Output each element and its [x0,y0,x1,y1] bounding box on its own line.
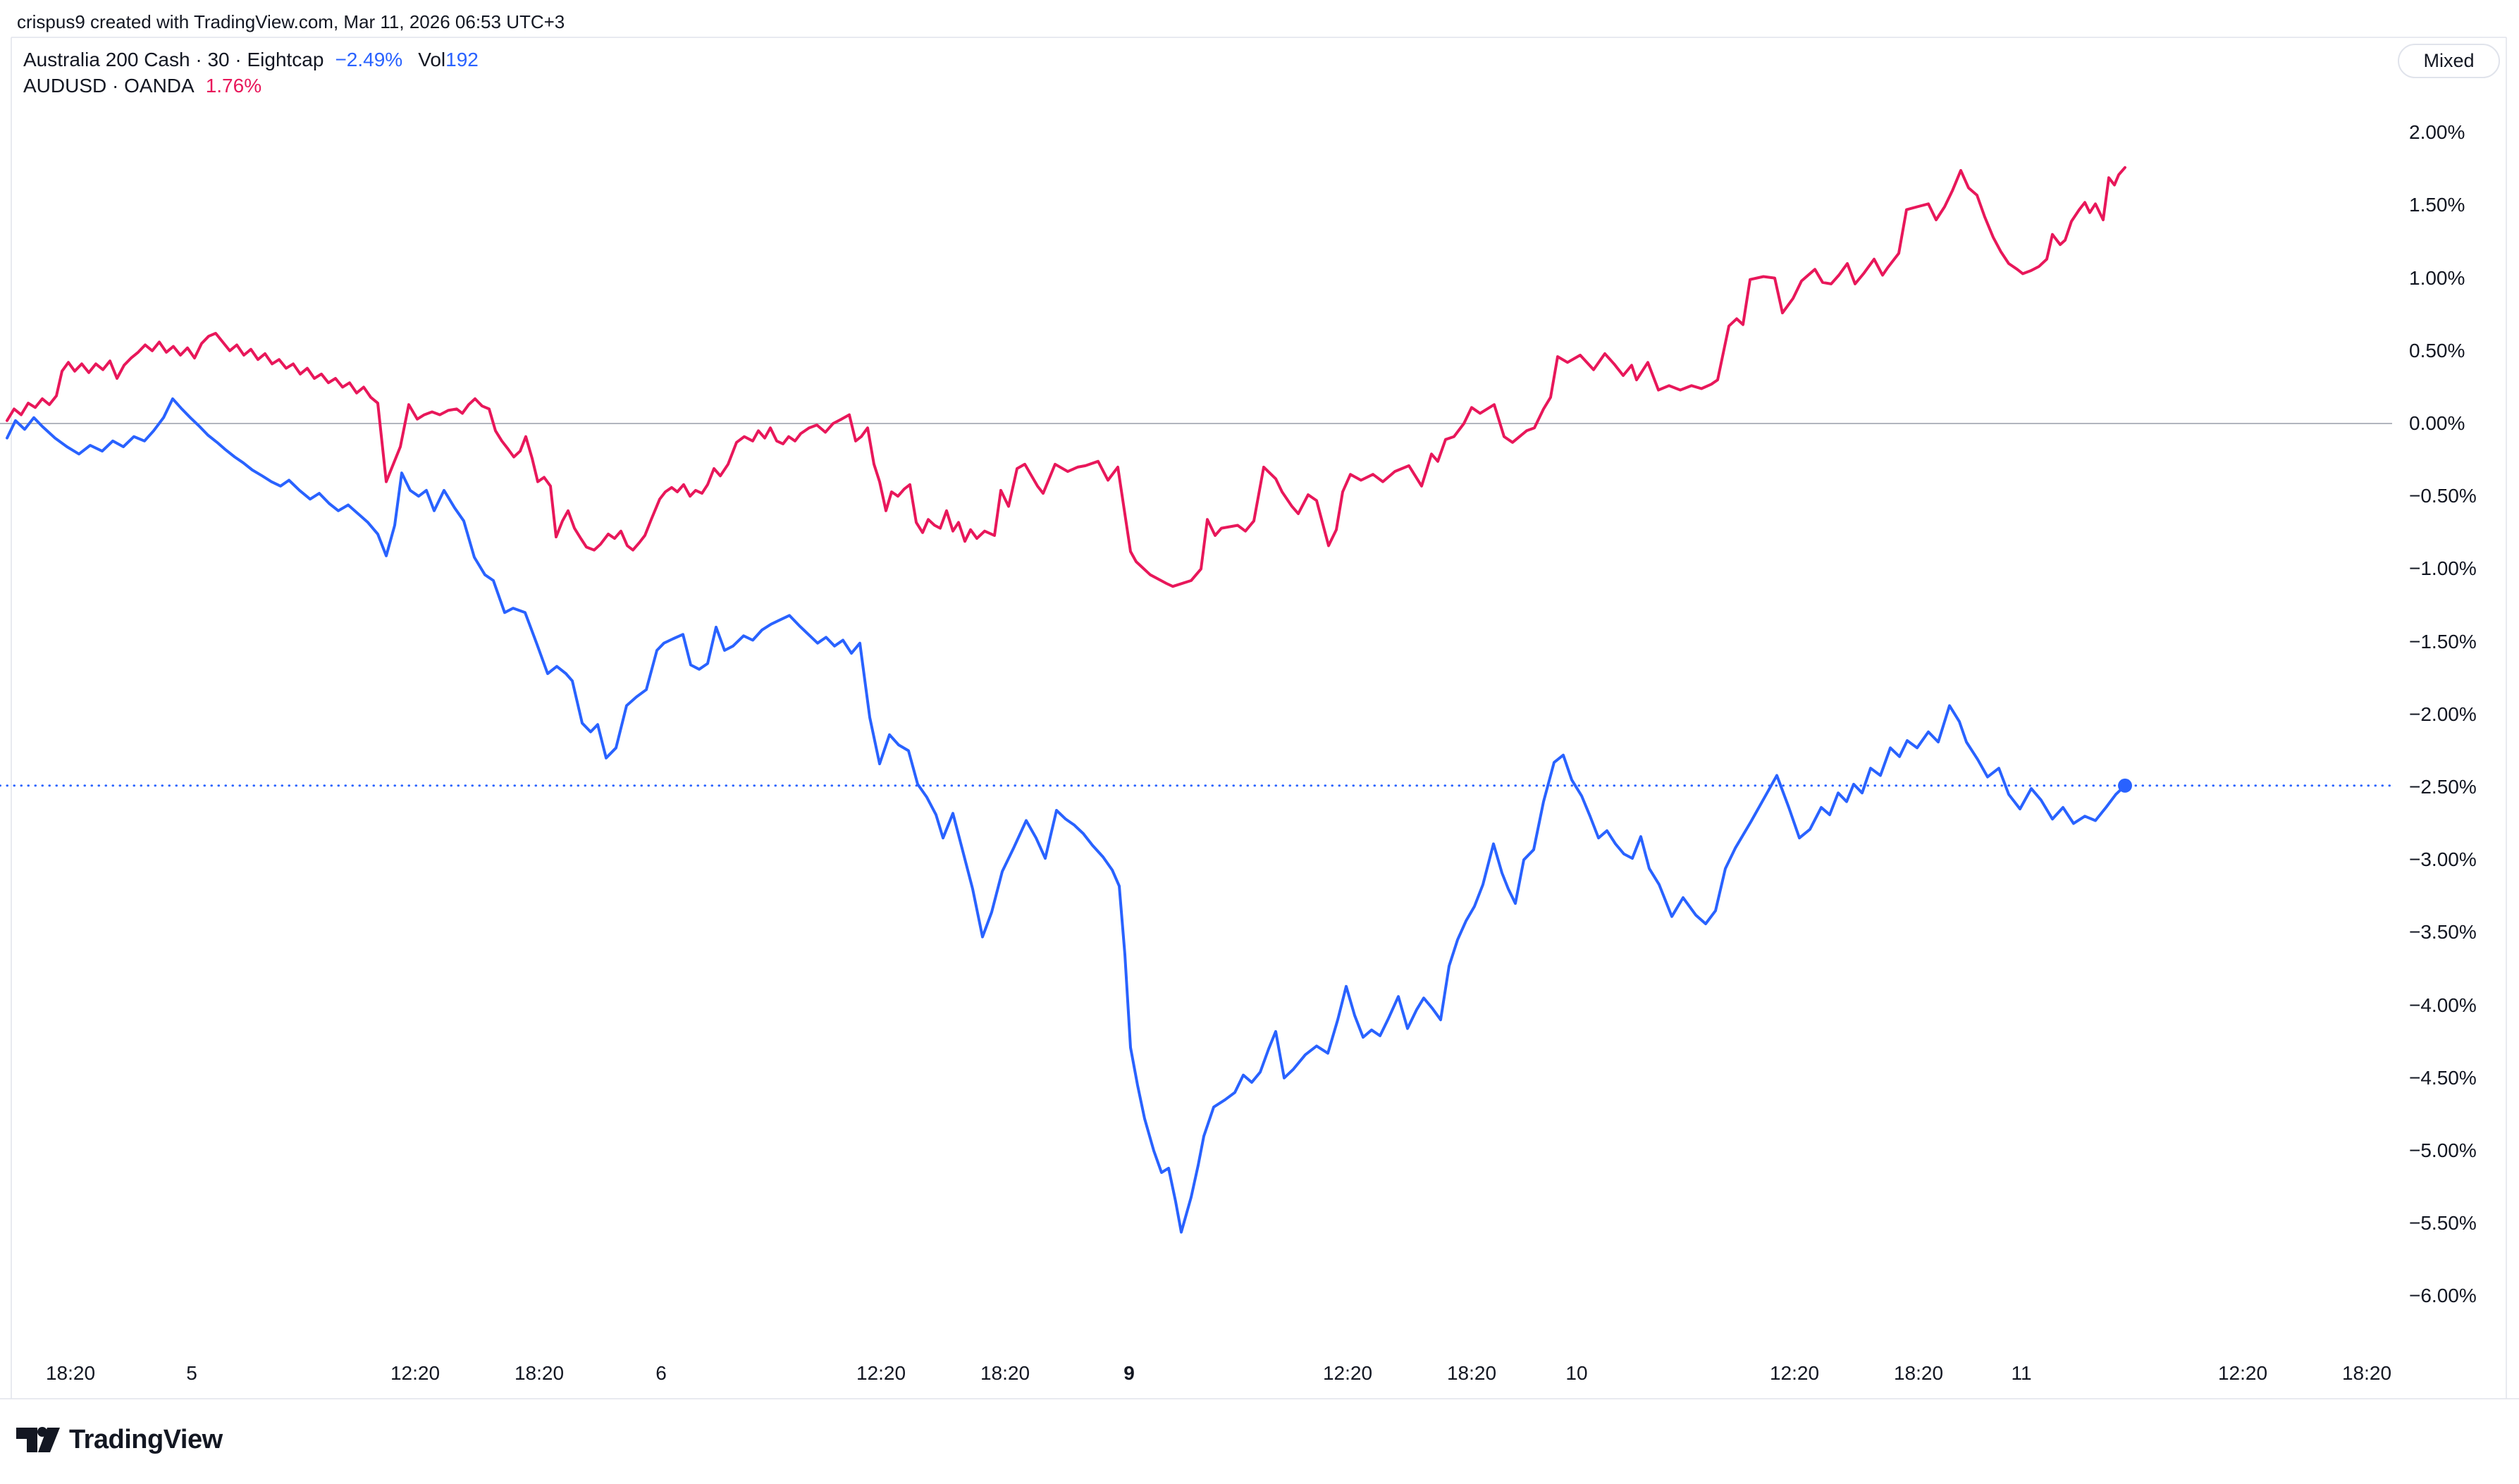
time-label: 18:20 [2341,1362,2392,1384]
price-label: 2.00% [2409,121,2465,144]
time-label: 12:20 [390,1362,441,1384]
time-label: 18:20 [980,1362,1030,1384]
time-label: 6 [655,1362,667,1384]
time-label: 18:20 [45,1362,96,1384]
series-change-audusd: 1.76% [205,74,262,97]
price-label: 0.50% [2409,339,2465,361]
time-label: 18:20 [514,1362,565,1384]
chart-legend: Australia 200 Cash · 30 · Eightcap −2.49… [23,47,479,99]
time-label: 18:20 [1893,1362,1944,1384]
price-label: −2.50% [2409,776,2477,798]
time-label: 12:20 [1769,1362,1820,1384]
legend-row-audusd: AUDUSD · OANDA 1.76% [23,73,479,99]
price-label: −4.00% [2409,994,2477,1016]
series-change-aus200: −2.49% [335,48,403,70]
price-label: −3.00% [2409,848,2477,871]
attribution-text: crispus9 created with TradingView.com, M… [17,11,565,32]
price-label: 0.00% [2409,412,2465,434]
price-label: −5.00% [2409,1139,2477,1161]
series-title-audusd: AUDUSD · OANDA [23,74,195,97]
time-label: 9 [1123,1362,1135,1384]
price-label: −3.50% [2409,921,2477,944]
volume-label: Vol [418,48,446,70]
time-label: 12:20 [856,1362,906,1384]
price-label: −2.00% [2409,703,2477,725]
time-label: 18:20 [1446,1362,1497,1384]
price-label: −1.00% [2409,557,2477,580]
price-label: −1.50% [2409,630,2477,653]
series-line-aus200 [6,397,2126,1234]
footer: TradingView [16,1425,223,1455]
tradingview-logo-icon[interactable] [16,1426,60,1454]
time-axis[interactable]: 18:20 5 12:20 18:20 6 12:20 18:20 9 12:20 18:20 10… [0,1353,2392,1394]
price-label: −0.50% [2409,485,2477,507]
time-label: 10 [1565,1362,1588,1384]
series-line-audusd [6,166,2126,588]
price-label: −5.50% [2409,1212,2477,1235]
price-axis[interactable]: 2.00% 1.50% 1.00% 0.50% 0.00% −0.50% −1.00% −1.… [2394,37,2506,1399]
time-label: 5 [186,1362,197,1384]
price-label: −4.50% [2409,1066,2477,1089]
time-label: 12:20 [2217,1362,2268,1384]
scale-mode-button[interactable]: Mixed [2398,44,2500,78]
price-label: −6.00% [2409,1285,2477,1307]
series-title-aus200: Australia 200 Cash · 30 · Eightcap [23,48,324,70]
price-label: 1.50% [2409,194,2465,216]
volume-value: 192 [445,48,479,70]
time-label: 12:20 [1322,1362,1373,1384]
tradingview-logo-text[interactable]: TradingView [69,1425,223,1454]
time-label: 11 [2011,1362,2032,1384]
legend-row-aus200: Australia 200 Cash · 30 · Eightcap −2.49… [23,47,479,73]
price-label: 1.00% [2409,266,2465,289]
last-value-dot [2118,778,2132,793]
